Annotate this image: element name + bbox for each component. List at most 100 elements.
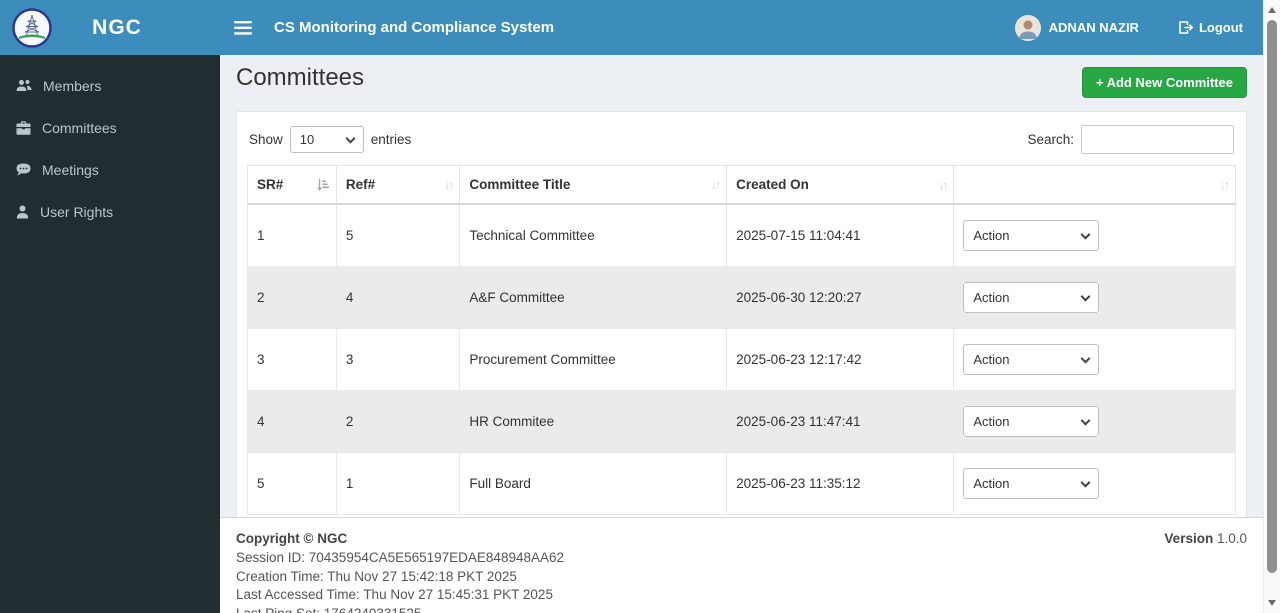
main-content: Committees + Add New Committee Show 10 e… <box>220 55 1263 613</box>
sort-both-icon: ↓↑ <box>711 177 721 192</box>
search-label: Search: <box>1027 132 1074 147</box>
scrollbar-thumb[interactable] <box>1267 20 1277 573</box>
cell-action: Action <box>953 328 1236 391</box>
version-value: 1.0.0 <box>1216 531 1247 546</box>
cell-ref: 5 <box>335 203 461 267</box>
action-select[interactable]: Action <box>963 220 1100 251</box>
app-title: CS Monitoring and Compliance System <box>274 19 555 36</box>
add-new-committee-button[interactable]: + Add New Committee <box>1081 67 1247 98</box>
action-select[interactable]: Action <box>963 282 1100 313</box>
cell-ref: 3 <box>335 328 461 391</box>
table-row: 2 4 A&F Committee 2025-06-30 12:20:27 Ac… <box>247 266 1236 329</box>
action-select-wrap: Action <box>963 406 1100 437</box>
sort-both-icon: ↓↑ <box>1220 177 1230 192</box>
column-header-action[interactable]: ↓↑ <box>953 165 1236 205</box>
hamburger-icon[interactable] <box>234 20 252 35</box>
version-label: Version <box>1164 531 1214 546</box>
cell-created-on: 2025-06-30 12:20:27 <box>726 266 955 329</box>
cell-sr: 1 <box>247 203 337 267</box>
cell-ref: 4 <box>335 266 461 329</box>
column-label: Ref# <box>345 177 376 192</box>
version-text: Version 1.0.0 <box>1164 531 1247 546</box>
cell-created-on: 2025-06-23 11:35:12 <box>726 452 955 515</box>
table-row: 4 2 HR Commitee 2025-06-23 11:47:41 Acti… <box>247 390 1236 453</box>
sidebar-item-label: Committees <box>42 120 117 136</box>
creation-time-text: Creation Time: Thu Nov 27 15:42:18 PKT 2… <box>236 568 517 584</box>
entries-select[interactable]: 10 <box>289 126 364 153</box>
cell-sr: 4 <box>247 390 337 453</box>
cell-created-on: 2025-07-15 11:04:41 <box>726 203 955 267</box>
ngc-logo-icon <box>12 7 52 48</box>
action-select[interactable]: Action <box>963 344 1100 375</box>
show-label: Show <box>249 132 283 147</box>
copyright-text: Copyright © NGC <box>236 531 348 546</box>
sort-both-icon: ↓↑ <box>444 177 454 192</box>
sidebar-item-user-rights[interactable]: User Rights <box>0 191 220 233</box>
cell-sr: 5 <box>247 452 337 515</box>
table-body: 1 5 Technical Committee 2025-07-15 11:04… <box>247 203 1236 515</box>
committees-table: SR# Ref# ↓↑ Committee Title <box>247 165 1236 515</box>
user-name[interactable]: ADNAN NAZIR <box>1048 20 1139 35</box>
sidebar-item-label: Meetings <box>42 162 99 178</box>
navbar-right: ADNAN NAZIR Logout <box>1014 14 1263 41</box>
action-select[interactable]: Action <box>963 406 1100 437</box>
search-input[interactable] <box>1081 125 1234 154</box>
user-rights-icon <box>16 205 29 219</box>
top-navbar: CS Monitoring and Compliance System ADNA… <box>220 0 1263 55</box>
cell-sr: 3 <box>247 328 337 391</box>
cell-action: Action <box>953 266 1236 329</box>
column-header-created[interactable]: Created On ↓↑ <box>726 165 955 205</box>
action-select-wrap: Action <box>963 220 1100 251</box>
page-title: Committees <box>236 64 365 91</box>
page-footer: Copyright © NGC Session ID: 70435954CA5E… <box>220 517 1263 613</box>
committees-icon <box>16 121 31 135</box>
sidebar-item-committees[interactable]: Committees <box>0 107 220 149</box>
user-avatar[interactable] <box>1014 14 1041 41</box>
sidebar-menu: Members Committees Meetings <box>0 55 220 233</box>
cell-ref: 2 <box>335 390 461 453</box>
committees-card: Show 10 entries Search: <box>236 111 1247 577</box>
logout-label: Logout <box>1198 20 1243 35</box>
cell-committee-title: A&F Committee <box>459 266 728 329</box>
cell-committee-title: Procurement Committee <box>459 328 728 391</box>
column-header-title[interactable]: Committee Title ↓↑ <box>459 165 728 205</box>
cell-committee-title: Full Board <box>459 452 728 515</box>
last-accessed-text: Last Accessed Time: Thu Nov 27 15:45:31 … <box>236 587 553 602</box>
sort-both-icon: ↓↑ <box>938 177 948 192</box>
search-control: Search: <box>1027 125 1234 154</box>
table-row: 1 5 Technical Committee 2025-07-15 11:04… <box>247 203 1236 267</box>
entries-select-wrap: 10 <box>289 126 364 153</box>
table-header-row: SR# Ref# ↓↑ Committee Title <box>247 165 1236 205</box>
vertical-scrollbar[interactable] <box>1263 0 1280 613</box>
content-header: Committees + Add New Committee <box>220 55 1263 98</box>
column-label: SR# <box>257 177 284 192</box>
table-row: 5 1 Full Board 2025-06-23 11:35:12 Actio… <box>247 452 1236 515</box>
column-header-sr[interactable]: SR# <box>247 165 337 205</box>
sidebar-item-label: User Rights <box>40 204 114 220</box>
table-controls: Show 10 entries Search: <box>247 122 1236 165</box>
scroll-down-icon[interactable] <box>1264 595 1280 611</box>
brand-title: NGC <box>92 15 142 39</box>
cell-action: Action <box>953 452 1236 515</box>
column-header-ref[interactable]: Ref# ↓↑ <box>335 165 461 205</box>
cell-sr: 2 <box>247 266 337 329</box>
add-button-label: Add New Committee <box>1106 75 1233 90</box>
scroll-up-icon[interactable] <box>1264 2 1280 18</box>
page-length-control: Show 10 entries <box>249 126 411 153</box>
logout-button[interactable]: Logout <box>1179 20 1243 35</box>
cell-created-on: 2025-06-23 11:47:41 <box>726 390 955 453</box>
cell-action: Action <box>953 203 1236 267</box>
entries-label: entries <box>370 132 412 147</box>
plus-icon: + <box>1095 75 1104 90</box>
column-label: Committee Title <box>469 177 571 192</box>
table-row: 3 3 Procurement Committee 2025-06-23 12:… <box>247 328 1236 391</box>
action-select[interactable]: Action <box>963 468 1100 499</box>
cell-committee-title: HR Commitee <box>459 390 728 453</box>
action-select-wrap: Action <box>963 344 1100 375</box>
action-select-wrap: Action <box>963 282 1100 313</box>
last-ping-text: Last Ping Set: 1764240331525 <box>236 605 422 613</box>
sidebar-item-meetings[interactable]: Meetings <box>0 149 220 191</box>
meetings-icon <box>16 163 31 177</box>
logout-icon <box>1179 21 1193 34</box>
sidebar-item-members[interactable]: Members <box>0 65 220 107</box>
